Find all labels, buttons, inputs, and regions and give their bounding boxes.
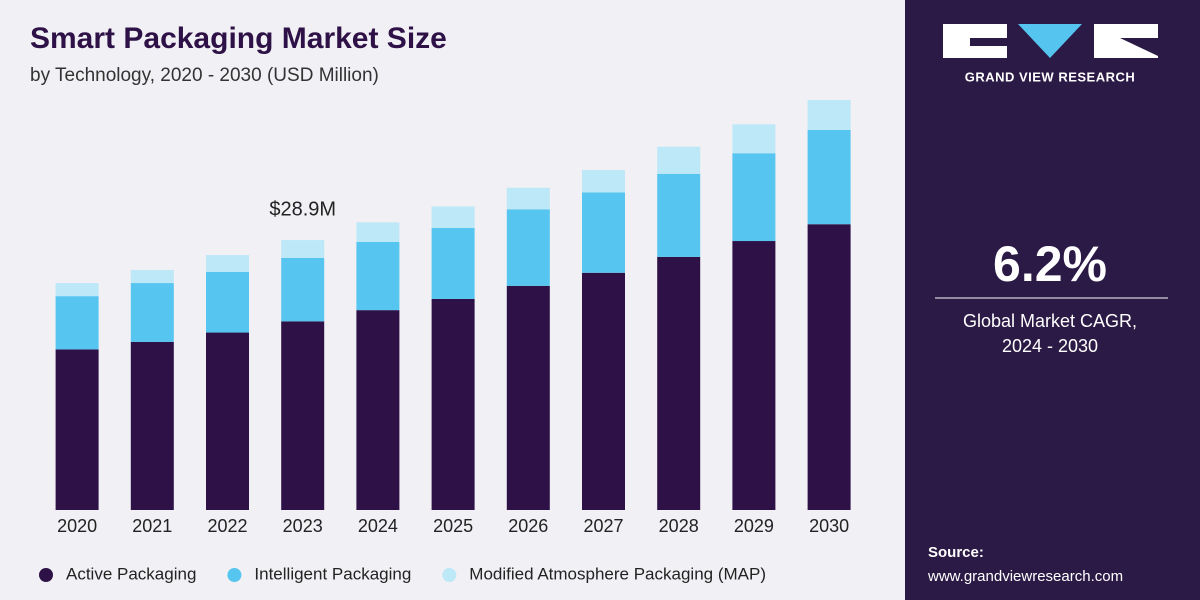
bar-segment [732, 124, 776, 154]
bar-segment [431, 227, 475, 299]
bar-segment [657, 173, 701, 257]
bar-segment [130, 283, 174, 342]
bar-segment [732, 241, 776, 510]
logo-triangle [1018, 24, 1082, 58]
source-title: Source: [928, 544, 984, 561]
bar-segment [431, 298, 475, 510]
bar-segment [206, 271, 249, 333]
bar-segment [657, 146, 701, 174]
x-tick-label: 2021 [132, 516, 172, 536]
x-tick-label: 2024 [358, 516, 398, 536]
cagr-caption: 2024 - 2030 [1002, 336, 1098, 356]
bar-segment [206, 332, 249, 510]
legend-label: Intelligent Packaging [254, 564, 411, 583]
chart-subtitle: by Technology, 2020 - 2030 (USD Million) [30, 65, 379, 86]
logo-cut [1120, 38, 1158, 56]
logo-cut [970, 38, 1007, 46]
bar-segment [55, 283, 99, 297]
brand-name: GRAND VIEW RESEARCH [965, 69, 1136, 84]
legend-marker [227, 568, 242, 582]
bar-segment [657, 256, 701, 510]
bar-segment [55, 349, 99, 510]
bar-segment [281, 321, 325, 510]
legend-marker [442, 568, 457, 582]
bar-segment [206, 255, 249, 272]
bar-segment [807, 100, 851, 130]
bar-segment [281, 257, 325, 322]
bar-segment [55, 296, 99, 350]
bar-segment [130, 269, 174, 284]
bar-segment [807, 224, 851, 511]
bar-segment [356, 310, 400, 510]
x-tick-label: 2023 [283, 516, 323, 536]
sidebar-background [905, 0, 1200, 600]
bar-segment [582, 192, 625, 273]
x-tick-label: 2027 [583, 516, 623, 536]
bar-segment [732, 153, 776, 242]
bar-segment [281, 240, 325, 258]
bar-segment [807, 129, 851, 225]
x-tick-label: 2020 [57, 516, 97, 536]
chart-title: Smart Packaging Market Size [30, 22, 447, 55]
cagr-value: 6.2% [993, 236, 1107, 292]
x-tick-label: 2028 [659, 516, 699, 536]
bar-segment [582, 170, 625, 193]
legend-label: Active Packaging [66, 564, 196, 583]
x-tick-label: 2026 [508, 516, 548, 536]
x-tick-label: 2030 [809, 516, 849, 536]
bar-segment [130, 341, 174, 510]
cagr-caption: Global Market CAGR, [963, 311, 1137, 331]
x-tick-label: 2022 [207, 516, 247, 536]
x-tick-label: 2025 [433, 516, 473, 536]
bar-segment [356, 222, 400, 242]
bar-segment [506, 187, 550, 210]
bar-segment [506, 285, 550, 510]
source-url: www.grandviewresearch.com [927, 568, 1123, 585]
legend-marker [39, 568, 53, 582]
bar-segment [582, 272, 625, 510]
legend-label: Modified Atmosphere Packaging (MAP) [469, 564, 766, 583]
total-label: $28.9M [269, 198, 336, 220]
bar-segment [506, 209, 550, 286]
bar-segment [431, 206, 475, 228]
bar-segment [356, 241, 400, 311]
logo: GRAND VIEW RESEARCH [943, 24, 1158, 84]
x-tick-label: 2029 [734, 516, 774, 536]
